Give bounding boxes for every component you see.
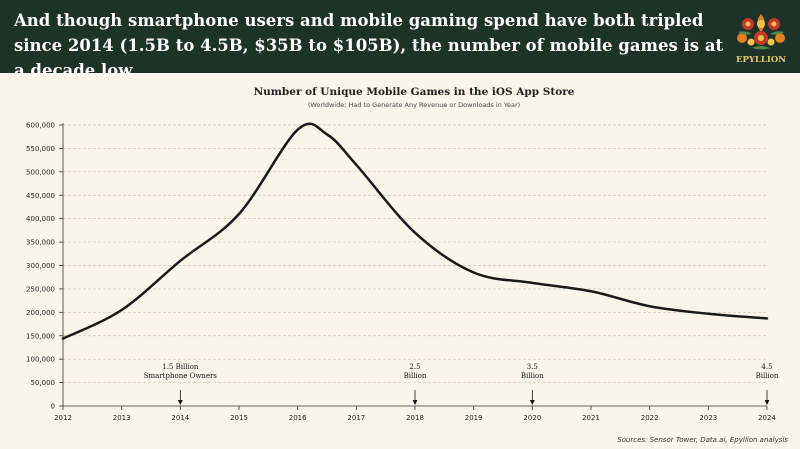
x-tick-label: 2021 [582,414,600,422]
y-tick-label: 200,000 [26,309,55,317]
y-tick-label: 300,000 [26,262,55,270]
annotation-label: 1.5 Billion [162,363,199,371]
x-tick-label: 2019 [465,414,483,422]
x-tick-label: 2013 [113,414,131,422]
headline: And though smartphone users and mobile g… [14,11,724,80]
source-note: Sources: Sensor Tower, Data.ai, Epyllion… [617,436,788,444]
annotation-arrowhead [177,400,183,405]
x-tick-label: 2020 [523,414,541,422]
annotation-label: 4.5 [761,363,772,371]
flower-ornament-icon [737,14,785,50]
x-tick-label: 2016 [289,414,307,422]
x-tick-label: 2017 [347,414,365,422]
y-tick-label: 550,000 [26,145,55,153]
y-tick-label: 400,000 [26,215,55,223]
series-line [61,122,769,340]
x-tick-label: 2014 [171,414,189,422]
brand-name: EPYLLION [736,55,786,65]
annotation-label: Billion [756,372,779,380]
annotation-arrowhead [412,400,418,405]
y-tick-label: 250,000 [26,285,55,293]
chart-subtitle: (Worldwide; Had to Generate Any Revenue … [308,101,520,109]
chart-title: Number of Unique Mobile Games in the iOS… [254,86,575,98]
y-tick-label: 600,000 [26,122,55,130]
annotation-label: Billion [404,372,427,380]
header-banner: And though smartphone users and mobile g… [0,0,800,80]
y-tick-label: 500,000 [26,168,55,176]
x-tick-label: 2018 [406,414,424,422]
x-axis: 2012 2013 2014 2015 2016 2017 2018 2019 2020 2021… [54,405,776,422]
annotation-label: 2.5 [409,363,420,371]
y-tick-label: 50,000 [31,379,56,387]
y-tick-label: 450,000 [26,192,55,200]
x-tick-label: 2022 [641,414,659,422]
gridlines [63,124,767,383]
annotation-arrowhead [529,400,535,405]
annotation-arrowhead [764,400,770,405]
epyllion-logo: EPYLLION [736,14,786,65]
y-tick-label: 150,000 [26,332,55,340]
y-tick-label: 0 [51,403,55,411]
x-tick-label: 2015 [230,414,248,422]
line-chart: Number of Unique Mobile Games in the iOS… [26,86,779,422]
y-tick-label: 100,000 [26,356,55,364]
annotation-label: Billion [521,372,544,380]
y-tick-label: 350,000 [26,239,55,247]
x-tick-label: 2012 [54,414,72,422]
x-tick-label: 2024 [758,414,776,422]
annotation-label: Smartphone Owners [144,372,218,380]
annotation-label: 3.5 [527,363,538,371]
x-tick-label: 2023 [699,414,717,422]
y-axis: 0 50,000 100,000 150,000 200,000 250,000 300,0… [26,122,64,411]
